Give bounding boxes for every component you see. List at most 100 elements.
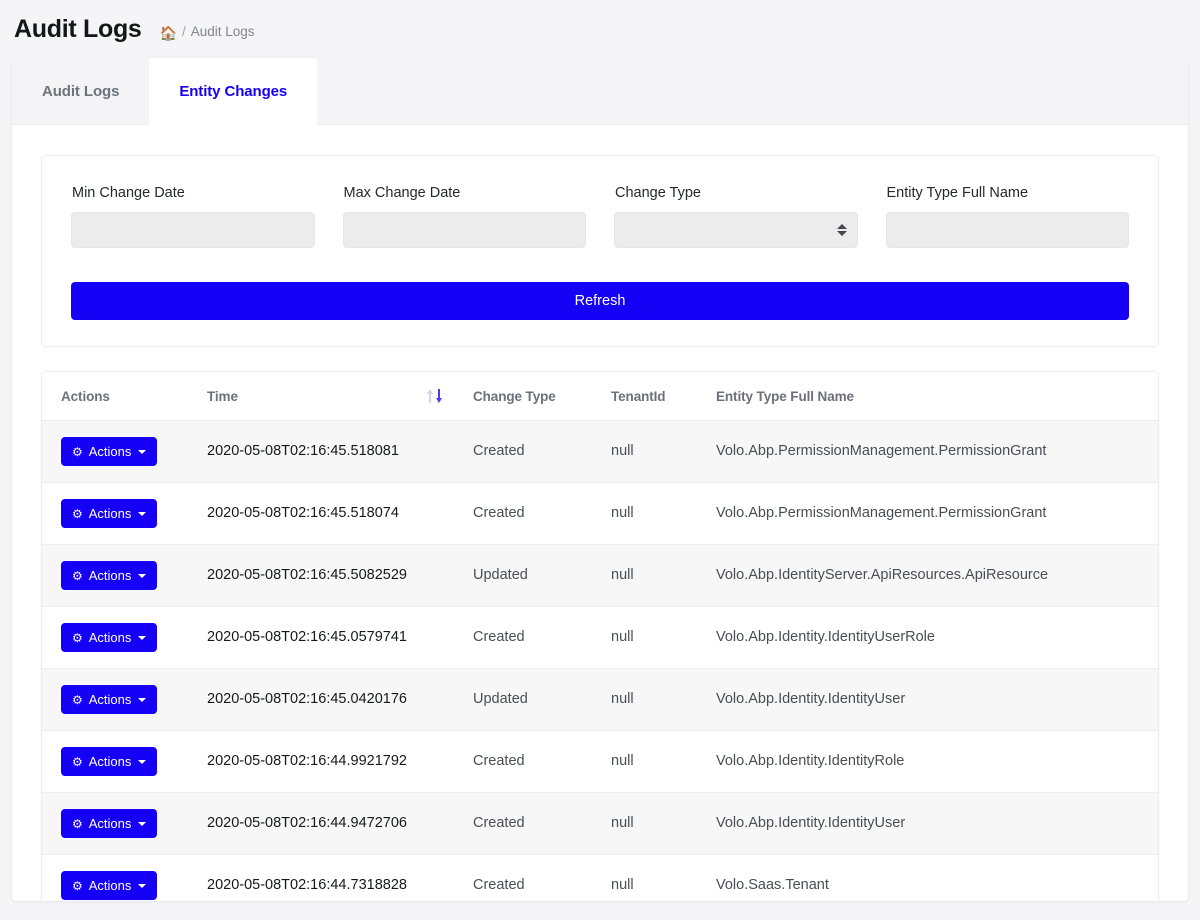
table-row: ⚙ Actions 2020-05-08T02:16:44.9472706 Creat… bbox=[42, 792, 1158, 855]
gear-icon: ⚙ bbox=[72, 754, 83, 769]
row-actions-cell: ⚙ Actions bbox=[42, 606, 207, 669]
tab-entity-changes[interactable]: Entity Changes bbox=[149, 58, 318, 125]
row-actions-label: Actions bbox=[88, 568, 132, 583]
table-row: ⚙ Actions 2020-05-08T02:16:45.0420176 Updat… bbox=[42, 668, 1158, 731]
row-change-type: Created bbox=[473, 730, 611, 793]
row-change-type: Updated bbox=[473, 668, 611, 731]
row-entity-type-full-name: Volo.Abp.Identity.IdentityUserRole bbox=[716, 606, 1158, 669]
row-change-type: Created bbox=[473, 606, 611, 669]
row-change-type: Created bbox=[473, 792, 611, 855]
row-tenant-id: null bbox=[611, 420, 716, 483]
column-header-time[interactable]: Time bbox=[207, 372, 473, 421]
label-change-type: Change Type bbox=[615, 185, 701, 201]
caret-down-icon bbox=[138, 635, 147, 640]
tab-bar: Audit Logs Entity Changes bbox=[12, 58, 1188, 125]
row-change-type: Created bbox=[473, 854, 611, 901]
table-row: ⚙ Actions 2020-05-08T02:16:44.7318828 Creat… bbox=[42, 854, 1158, 901]
row-time: 2020-05-08T02:16:44.9472706 bbox=[207, 792, 473, 855]
row-actions-cell: ⚙ Actions bbox=[42, 730, 207, 793]
row-entity-type-full-name: Volo.Abp.Identity.IdentityRole bbox=[716, 730, 1158, 793]
caret-down-icon bbox=[138, 821, 147, 826]
row-actions-label: Actions bbox=[88, 444, 132, 459]
row-actions-label: Actions bbox=[88, 816, 132, 831]
row-actions-cell: ⚙ Actions bbox=[42, 544, 207, 607]
row-tenant-id: null bbox=[611, 482, 716, 545]
row-tenant-id: null bbox=[611, 668, 716, 731]
home-icon[interactable]: 🏠 bbox=[159, 25, 177, 41]
table-row: ⚙ Actions 2020-05-08T02:16:45.518074 Create… bbox=[42, 482, 1158, 545]
row-entity-type-full-name: Volo.Abp.Identity.IdentityUser bbox=[716, 668, 1158, 731]
caret-down-icon bbox=[138, 449, 147, 454]
row-entity-type-full-name: Volo.Abp.Identity.IdentityUser bbox=[716, 792, 1158, 855]
row-actions-button[interactable]: ⚙ Actions bbox=[61, 871, 158, 900]
gear-icon: ⚙ bbox=[72, 816, 83, 831]
row-tenant-id: null bbox=[611, 792, 716, 855]
row-change-type: Updated bbox=[473, 544, 611, 607]
select-updown-icon bbox=[836, 222, 847, 238]
column-header-tenant-id: TenantId bbox=[611, 372, 716, 421]
row-tenant-id: null bbox=[611, 606, 716, 669]
breadcrumb-current: Audit Logs bbox=[190, 24, 255, 39]
gear-icon: ⚙ bbox=[72, 444, 83, 459]
table-row: ⚙ Actions 2020-05-08T02:16:44.9921792 Creat… bbox=[42, 730, 1158, 793]
column-header-change-type: Change Type bbox=[473, 372, 611, 421]
row-time: 2020-05-08T02:16:44.7318828 bbox=[207, 854, 473, 901]
row-entity-type-full-name: Volo.Abp.IdentityServer.ApiResources.Api… bbox=[716, 544, 1158, 607]
row-actions-label: Actions bbox=[88, 630, 132, 645]
field-max-change-date: Max Change Date bbox=[342, 184, 586, 248]
entity-type-full-name-input[interactable] bbox=[885, 212, 1129, 248]
gear-icon: ⚙ bbox=[72, 506, 83, 521]
gear-icon: ⚙ bbox=[72, 630, 83, 645]
row-time: 2020-05-08T02:16:45.0420176 bbox=[207, 668, 473, 731]
gear-icon: ⚙ bbox=[72, 692, 83, 707]
column-header-entity-type-full-name: Entity Type Full Name bbox=[716, 372, 1158, 421]
row-actions-button[interactable]: ⚙ Actions bbox=[61, 747, 158, 776]
gear-icon: ⚙ bbox=[72, 878, 83, 893]
caret-down-icon bbox=[138, 511, 147, 516]
column-header-time-label: Time bbox=[207, 389, 238, 404]
table-head: Actions Time Change Type TenantId Entity… bbox=[42, 372, 1158, 421]
tab-audit-logs[interactable]: Audit Logs bbox=[12, 58, 149, 125]
table-body: ⚙ Actions 2020-05-08T02:16:45.518081 Create… bbox=[42, 420, 1158, 901]
row-actions-label: Actions bbox=[88, 506, 132, 521]
row-change-type: Created bbox=[473, 482, 611, 545]
row-actions-button[interactable]: ⚙ Actions bbox=[61, 685, 158, 714]
change-type-selected-value bbox=[615, 213, 857, 229]
refresh-button[interactable]: Refresh bbox=[71, 282, 1129, 320]
row-actions-cell: ⚙ Actions bbox=[42, 854, 207, 901]
min-change-date-input[interactable] bbox=[71, 212, 315, 248]
row-actions-cell: ⚙ Actions bbox=[42, 668, 207, 731]
row-entity-type-full-name: Volo.Abp.PermissionManagement.Permission… bbox=[716, 420, 1158, 483]
sort-indicator-icon[interactable] bbox=[426, 389, 443, 403]
row-tenant-id: null bbox=[611, 854, 716, 901]
table-row: ⚙ Actions 2020-05-08T02:16:45.5082529 Updat… bbox=[42, 544, 1158, 607]
row-change-type: Created bbox=[473, 420, 611, 483]
row-actions-button[interactable]: ⚙ Actions bbox=[61, 561, 158, 590]
row-actions-button[interactable]: ⚙ Actions bbox=[61, 437, 158, 466]
page-title: Audit Logs bbox=[14, 15, 142, 43]
row-actions-cell: ⚙ Actions bbox=[42, 792, 207, 855]
content-card: Audit Logs Entity Changes Min Change Dat… bbox=[12, 58, 1188, 901]
row-actions-button[interactable]: ⚙ Actions bbox=[61, 623, 158, 652]
filter-panel: Min Change Date Max Change Date Change T… bbox=[41, 155, 1159, 347]
table-header-row: Actions Time Change Type TenantId Entity… bbox=[42, 372, 1158, 421]
row-time: 2020-05-08T02:16:45.5082529 bbox=[207, 544, 473, 607]
page-header: Audit Logs 🏠 / Audit Logs bbox=[0, 0, 1200, 58]
entity-changes-table: Actions Time Change Type TenantId Entity… bbox=[42, 372, 1158, 901]
row-time: 2020-05-08T02:16:45.518081 bbox=[207, 420, 473, 483]
row-actions-label: Actions bbox=[88, 878, 132, 893]
row-actions-cell: ⚙ Actions bbox=[42, 482, 207, 545]
label-entity-type-full-name: Entity Type Full Name bbox=[886, 185, 1029, 201]
row-actions-button[interactable]: ⚙ Actions bbox=[61, 809, 158, 838]
gear-icon: ⚙ bbox=[72, 568, 83, 583]
field-entity-type-full-name: Entity Type Full Name bbox=[885, 184, 1129, 248]
row-actions-button[interactable]: ⚙ Actions bbox=[61, 499, 158, 528]
breadcrumb: 🏠 / Audit Logs bbox=[160, 22, 255, 42]
field-min-change-date: Min Change Date bbox=[71, 184, 315, 248]
row-entity-type-full-name: Volo.Saas.Tenant bbox=[716, 854, 1158, 901]
caret-down-icon bbox=[138, 697, 147, 702]
row-actions-label: Actions bbox=[88, 754, 132, 769]
max-change-date-input[interactable] bbox=[342, 212, 586, 248]
change-type-select[interactable] bbox=[614, 212, 858, 248]
table-row: ⚙ Actions 2020-05-08T02:16:45.0579741 Creat… bbox=[42, 606, 1158, 669]
